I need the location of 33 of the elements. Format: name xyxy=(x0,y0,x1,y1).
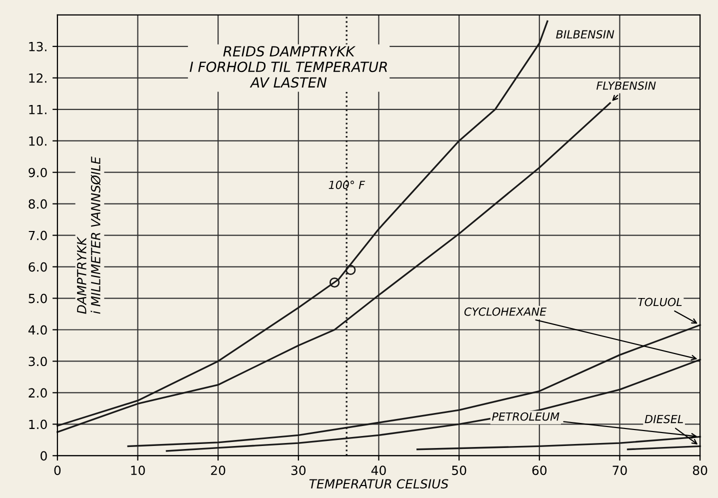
x-tick-label: 50 xyxy=(452,466,466,476)
x-tick-label: 70 xyxy=(612,466,627,476)
y-tick-label: 2.0 xyxy=(28,388,47,398)
y-axis-title: DAMPTRYKK i MILLIMETER VANNSØILE xyxy=(77,156,101,314)
y-tick-label: 12. xyxy=(29,73,46,83)
series-label: BILBENSIN xyxy=(556,30,614,39)
y-tick-label: 1.0 xyxy=(29,420,47,430)
x-tick-label: 60 xyxy=(532,466,547,476)
text: DIESEL xyxy=(644,414,683,424)
y-tick-label: 5.0 xyxy=(28,294,47,304)
x-tick-label: 40 xyxy=(371,466,386,476)
x-tick-label: 30 xyxy=(291,466,306,476)
y-tick-label: 11. xyxy=(29,105,46,114)
x-tick-label: 80 xyxy=(692,466,708,476)
text: CYCLOHEXANE xyxy=(464,307,547,316)
y-tick-label: 13. xyxy=(29,42,46,52)
y-tick-label: 4.0 xyxy=(28,325,47,335)
series-label: FLYBENSIN xyxy=(596,81,656,90)
x-tick-label: 10 xyxy=(131,466,145,476)
y-tick-label: 0 xyxy=(40,451,47,461)
y-tick-label: 6.0 xyxy=(28,262,47,272)
x-tick-label: 0 xyxy=(54,466,61,476)
text: PETROLEUM xyxy=(492,412,560,421)
text: REIDS DAMPTRYKK I FORHOLD TIL TEMPERATUR AV LASTEN xyxy=(190,46,387,88)
y-tick-label: 7.0 xyxy=(28,230,47,240)
text: TOLUOL xyxy=(638,298,682,306)
y-tick-label: 10. xyxy=(29,136,46,146)
x-axis-title: TEMPERATUR CELSIUS xyxy=(309,479,448,489)
y-tick-label: 8.0 xyxy=(28,199,47,209)
x-tick-label: 20 xyxy=(211,466,226,476)
ref-line-label: 100° F xyxy=(328,180,366,190)
y-tick-label: 9.0 xyxy=(28,168,47,178)
y-tick-label: 3.0 xyxy=(28,356,47,366)
